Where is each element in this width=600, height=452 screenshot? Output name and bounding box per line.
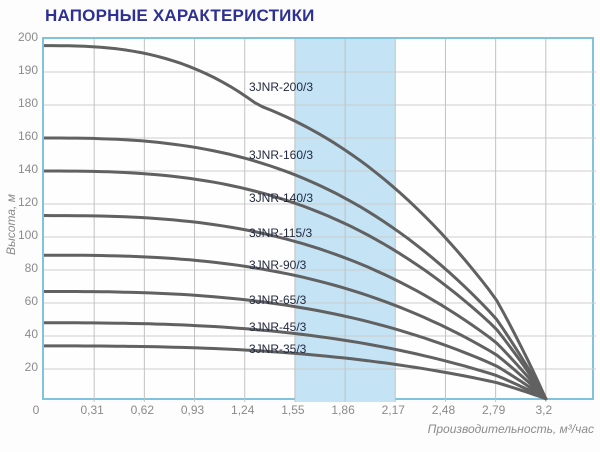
y-tick-label: 60 [24,294,38,308]
x-tick-label: 0,62 [130,403,155,417]
x-tick-label: 0 [32,403,40,417]
curve-label-3JNR-90/3: 3JNR-90/3 [249,258,307,272]
y-tick-label: 120 [17,195,38,209]
y-tick-label: 140 [17,162,38,176]
pump-curve-3JNR-140/3 [44,169,548,401]
chart-title: НАПОРНЫЕ ХАРАКТЕРИСТИКИ [45,6,315,25]
plot-area: 3JNR-200/3 3JNR-160/3 3JNR-140/3 3JNR-115/3… [42,37,596,402]
x-tick-label: 1,55 [281,403,305,417]
y-tick-label: 80 [24,261,38,275]
pump-curve-3JNR-160/3 [44,136,548,401]
pump-curve-3JNR-115/3 [44,214,548,401]
x-tick-label: 2,79 [481,403,506,417]
x-tick-label: 2,17 [381,403,405,417]
pump-curve-3JNR-90/3 [44,253,548,401]
x-tick-label: 0,93 [180,403,205,417]
y-tick-label: 20 [24,360,38,374]
x-axis-title: Производительность, м³/час [427,422,594,436]
curve-label-3JNR-140/3: 3JNR-140/3 [249,191,314,205]
curve-label-3JNR-35/3: 3JNR-35/3 [249,342,307,356]
y-tick-label: 40 [24,327,38,341]
y-tick-label: 100 [17,228,38,242]
curve-label-3JNR-65/3: 3JNR-65/3 [249,293,307,307]
y-tick-label: 160 [17,129,38,143]
y-tick-label: 200 [17,30,38,44]
plot-canvas [44,39,596,402]
pump-curve-3JNR-200/3 [44,44,548,401]
x-tick-label: 1,24 [231,403,255,417]
pump-curve-3JNR-45/3 [44,321,548,401]
y-tick-label: 190 [17,63,38,77]
x-tick-label: 0,31 [80,403,104,417]
pump-curve-3JNR-35/3 [44,344,548,401]
x-tick-label: 3,2 [535,403,553,417]
curve-label-3JNR-45/3: 3JNR-45/3 [249,320,307,334]
x-tick-label: 2,48 [431,403,456,417]
curve-label-3JNR-115/3: 3JNR-115/3 [249,226,313,240]
curve-label-3JNR-200/3: 3JNR-200/3 [249,80,314,94]
pump-curve-3JNR-65/3 [44,290,548,401]
y-tick-label: 180 [17,96,38,110]
curve-label-3JNR-160/3: 3JNR-160/3 [249,148,314,162]
x-tick-label: 1,86 [331,403,355,417]
